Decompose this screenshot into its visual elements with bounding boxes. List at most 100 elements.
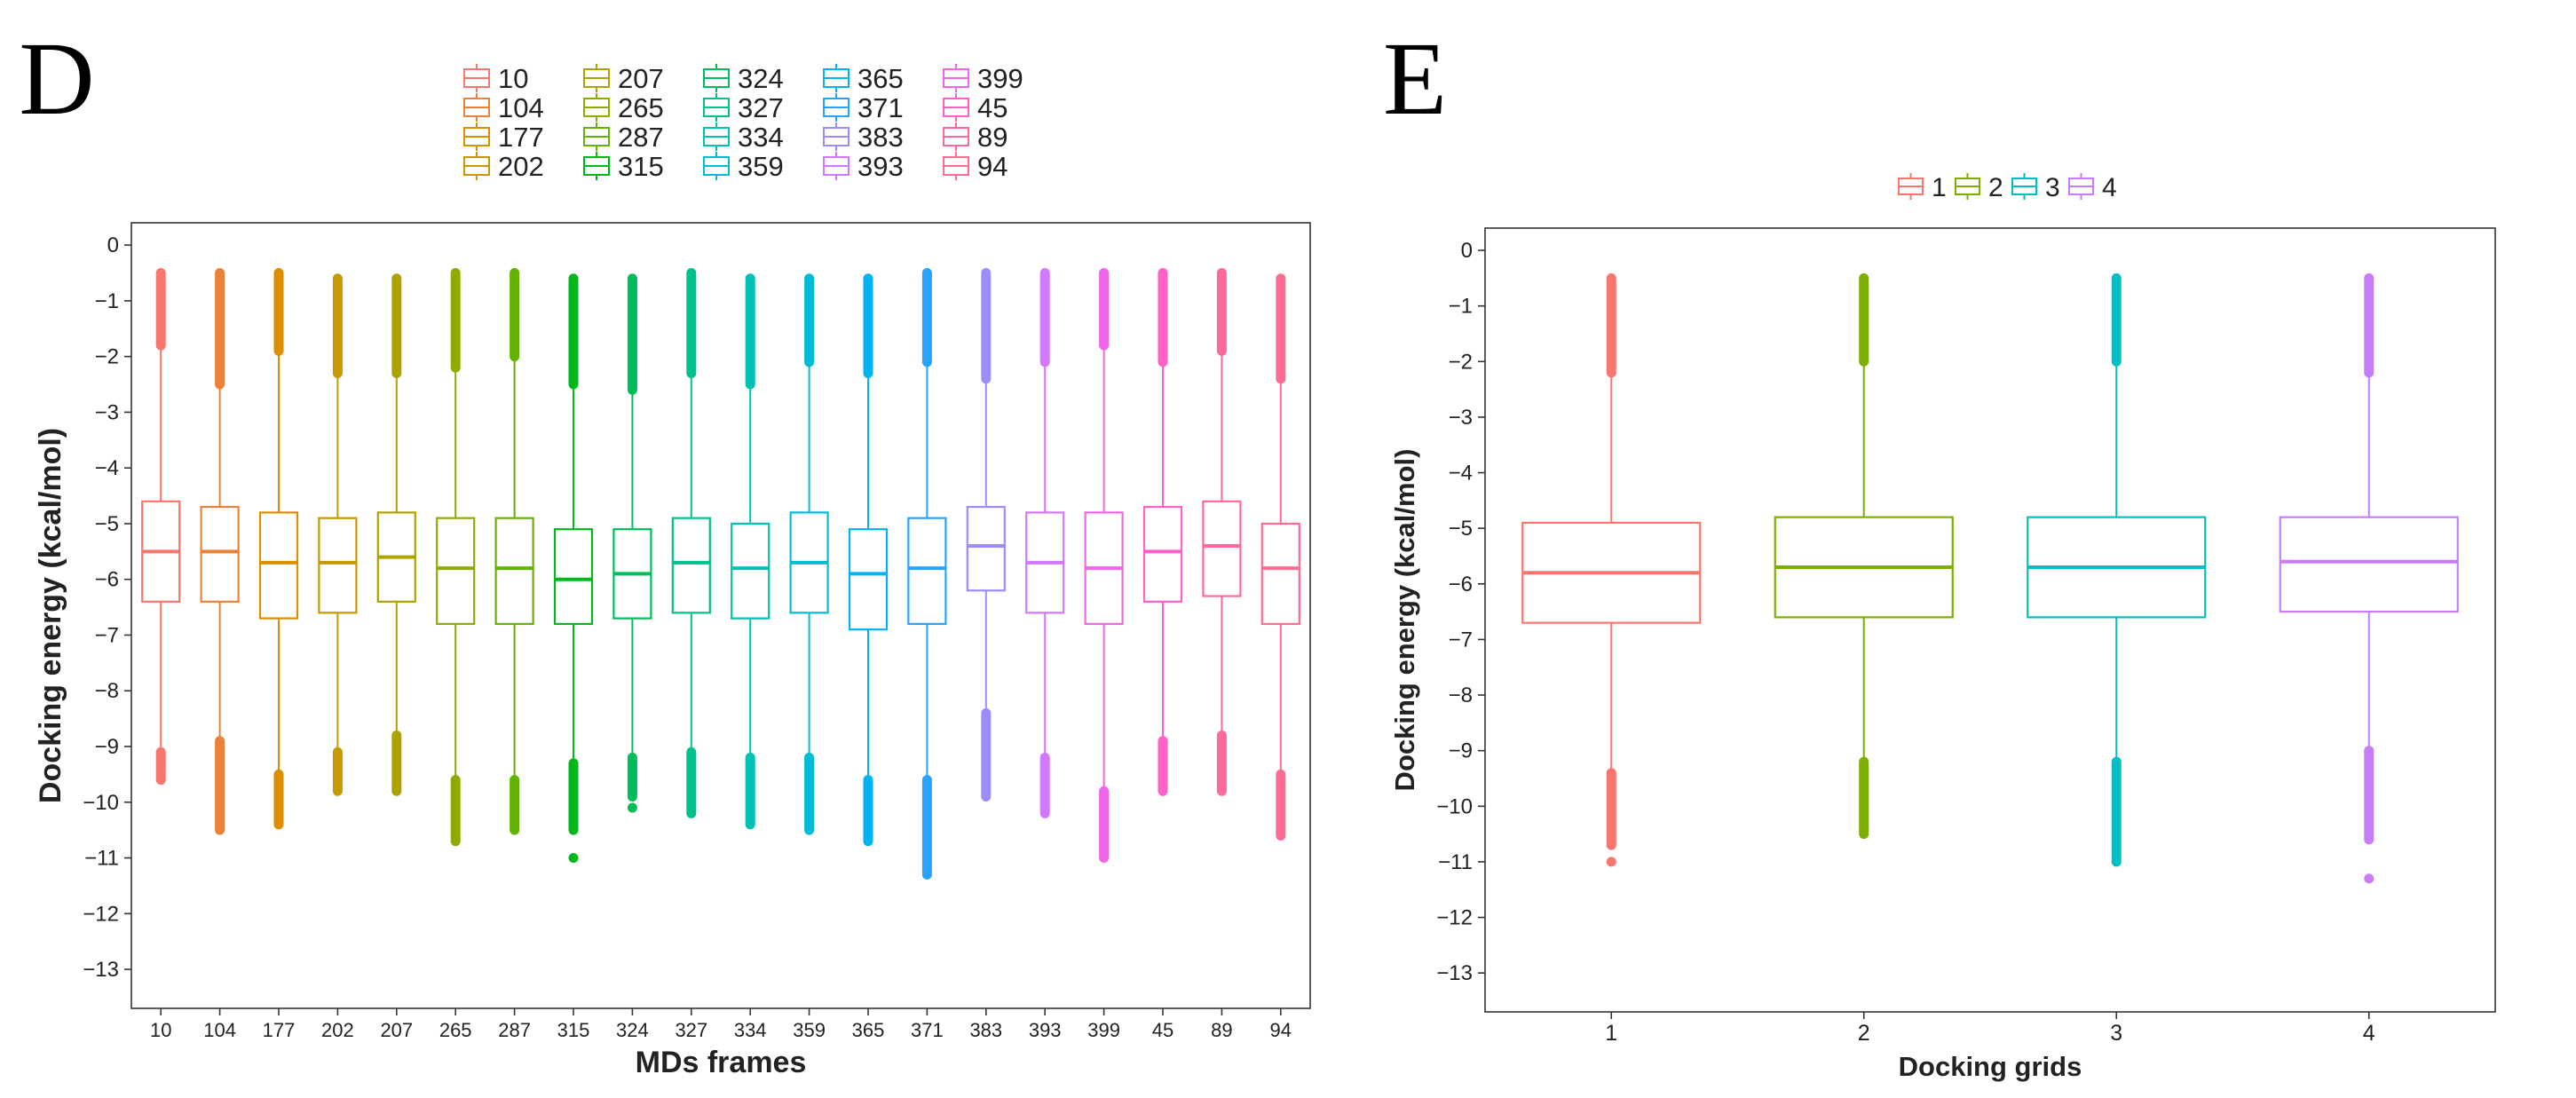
- box-94: [1260, 273, 1300, 841]
- box-287: [494, 267, 534, 835]
- y-tick-label: −6: [1449, 573, 1473, 596]
- legend-item: 359: [703, 151, 784, 182]
- legend-label: 287: [618, 122, 664, 153]
- legend-item: 383: [823, 122, 904, 153]
- y-tick-label: −1: [1449, 295, 1473, 319]
- box-body: [1142, 506, 1183, 603]
- outliers-low-point: [1606, 857, 1616, 867]
- outliers-low-point: [568, 853, 579, 864]
- legend-item: 45: [943, 92, 1007, 123]
- legend-label: 207: [618, 63, 664, 94]
- legend-item: 334: [703, 122, 784, 153]
- legend-label: 177: [498, 122, 544, 153]
- legend: 1 2 3 4: [1898, 173, 2117, 202]
- legend-label: 10: [498, 63, 528, 94]
- legend-label: 4: [2102, 173, 2117, 202]
- legend-item: 287: [583, 122, 664, 153]
- box-body: [436, 517, 476, 626]
- y-tick-label: −1: [95, 289, 119, 313]
- box-207: [376, 273, 416, 796]
- y-tick-label: −8: [1449, 683, 1473, 707]
- x-tick-label: 324: [616, 1019, 649, 1041]
- y-tick-label: −7: [1449, 628, 1473, 652]
- box-body: [200, 506, 240, 603]
- legend-item: 1: [1898, 173, 1947, 202]
- box-399: [1084, 267, 1124, 864]
- legend-label: 45: [977, 92, 1007, 123]
- legend-item: 324: [703, 63, 784, 94]
- x-tick-label: 3: [2110, 1021, 2122, 1046]
- legend-label: 327: [738, 92, 784, 123]
- y-tick-label: −11: [84, 847, 119, 871]
- legend-label: 202: [498, 151, 544, 182]
- y-tick-label: −10: [83, 791, 119, 815]
- x-tick-label: 399: [1087, 1019, 1120, 1041]
- box-89: [1202, 267, 1242, 796]
- x-tick-label: 315: [557, 1019, 590, 1041]
- y-tick-label: −4: [95, 456, 119, 480]
- box-body: [2279, 516, 2459, 613]
- legend-label: 315: [618, 151, 664, 182]
- legend-label: 383: [857, 122, 904, 153]
- x-tick-label: 1: [1605, 1021, 1617, 1046]
- y-tick-label: −2: [1449, 350, 1473, 374]
- y-tick-label: −5: [95, 512, 119, 536]
- box-265: [436, 267, 476, 847]
- y-tick-label: −11: [1438, 850, 1473, 874]
- box-body: [553, 528, 594, 626]
- legend-item: 177: [463, 122, 544, 153]
- y-tick-label: −8: [95, 679, 119, 703]
- y-tick-label: −12: [1436, 906, 1473, 930]
- legend-label: 2: [1988, 173, 2003, 202]
- box-body: [966, 506, 1006, 592]
- box-383: [966, 267, 1006, 802]
- outliers-low-point: [627, 802, 637, 813]
- box-2: [1774, 273, 1954, 840]
- legend-item: 94: [943, 151, 1007, 182]
- y-tick-label: −10: [1436, 794, 1473, 818]
- x-tick-label: 287: [498, 1019, 531, 1041]
- legend-item: 104: [463, 92, 544, 123]
- box-393: [1025, 267, 1065, 818]
- legend-item: 371: [823, 92, 904, 123]
- x-tick-label: 177: [263, 1019, 296, 1041]
- box-3: [2027, 273, 2207, 867]
- box-324: [612, 273, 652, 813]
- y-tick-label: 0: [1461, 239, 1473, 263]
- legend-item: 202: [463, 151, 544, 182]
- x-tick-label: 371: [911, 1019, 944, 1041]
- x-tick-label: 10: [150, 1019, 171, 1041]
- box-365: [848, 273, 889, 847]
- x-tick-label: 4: [2363, 1021, 2375, 1046]
- x-tick-label: 207: [380, 1019, 413, 1041]
- y-tick-label: −2: [95, 345, 119, 369]
- y-tick-label: −13: [1436, 961, 1473, 985]
- y-tick-label: −13: [83, 958, 119, 982]
- legend-label: 365: [857, 63, 904, 94]
- x-tick-label: 2: [1858, 1021, 1870, 1046]
- legend-item: 3: [2011, 173, 2060, 202]
- legend-label: 3: [2045, 173, 2060, 202]
- y-tick-label: −12: [83, 902, 119, 926]
- x-tick-label: 202: [321, 1019, 354, 1041]
- y-tick-label: −7: [95, 623, 119, 647]
- x-tick-label: 359: [793, 1019, 826, 1041]
- legend-item: 399: [943, 63, 1023, 94]
- legend-item: 10: [463, 63, 528, 94]
- x-tick-label: 383: [969, 1019, 1002, 1041]
- x-axis-title: MDs frames: [636, 1046, 807, 1079]
- box-body: [907, 517, 947, 626]
- plot-border: [1484, 227, 2496, 1013]
- legend-label: 104: [498, 92, 544, 123]
- legend-label: 1: [1932, 173, 1947, 202]
- y-tick-label: −3: [1449, 406, 1473, 430]
- x-tick-label: 393: [1029, 1019, 1062, 1041]
- box-327: [671, 267, 711, 818]
- y-tick-label: −5: [1449, 517, 1473, 541]
- legend-item: 4: [2068, 173, 2117, 202]
- legend-label: 371: [857, 92, 904, 123]
- outliers-low-point: [2364, 873, 2375, 884]
- x-tick-label: 45: [1152, 1019, 1173, 1041]
- plot-border: [130, 222, 1311, 1009]
